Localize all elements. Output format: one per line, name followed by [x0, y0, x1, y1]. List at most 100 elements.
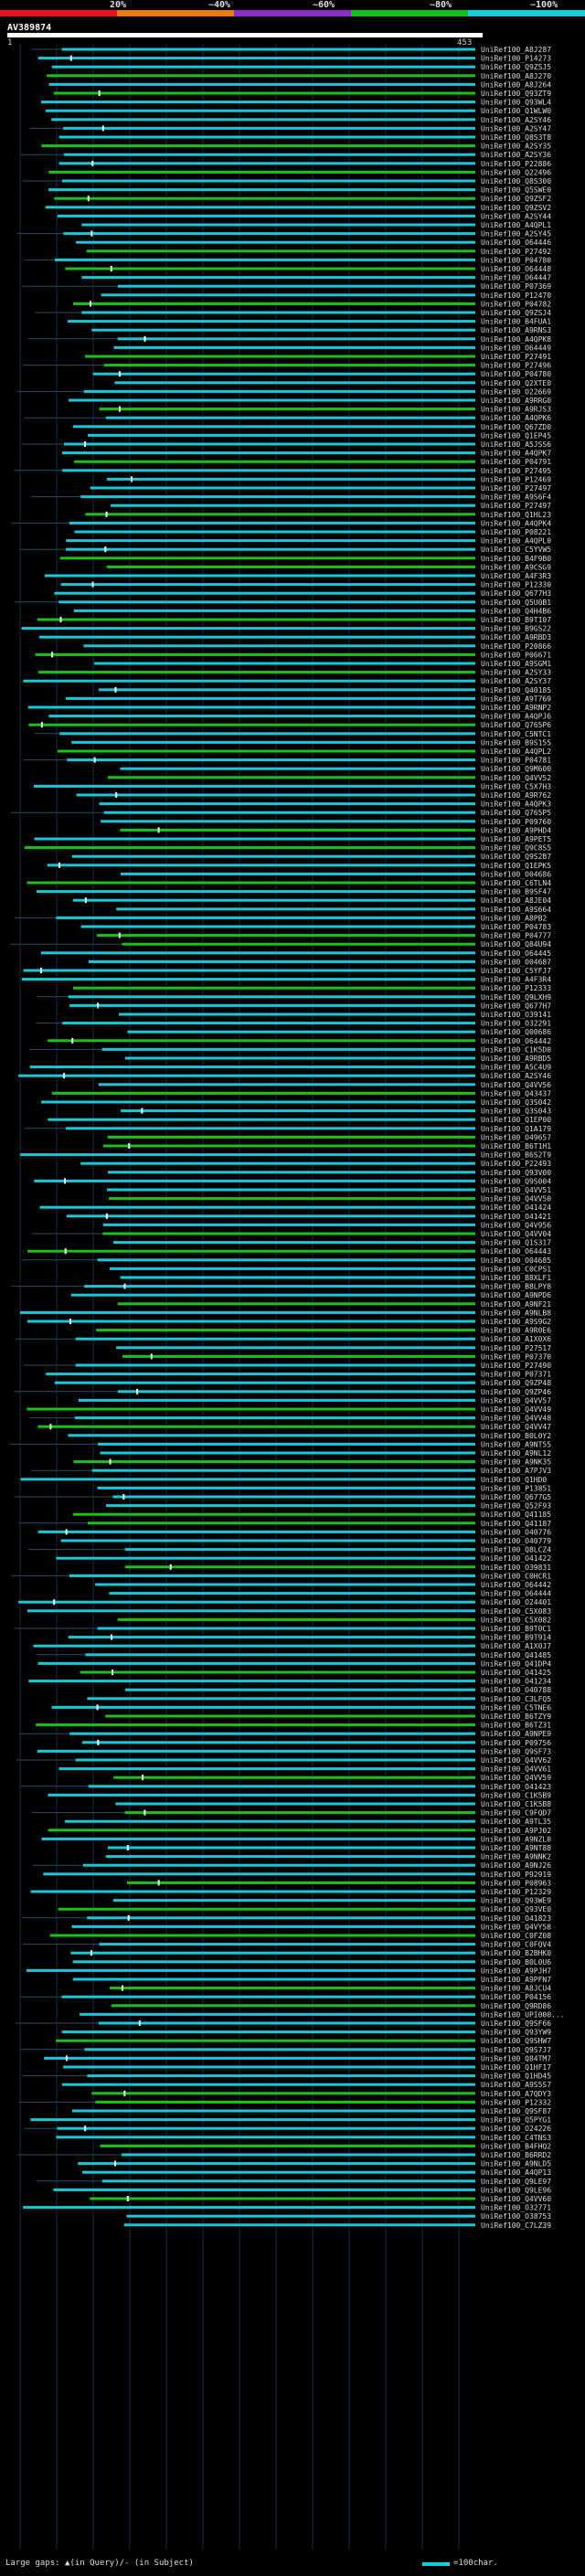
hit-label[interactable]: UniRef100_B9T914: [481, 1634, 551, 1642]
hit-bar[interactable]: [28, 723, 475, 726]
hit-bar[interactable]: [41, 1100, 476, 1104]
hit-label[interactable]: UniRef100_B8XLF1: [481, 1274, 551, 1282]
hit-label[interactable]: UniRef100_A4QPK8: [481, 335, 551, 344]
hit-bar[interactable]: [65, 267, 475, 270]
hit-label[interactable]: UniRef100_Q9S7J7: [481, 2046, 551, 2054]
hit-label[interactable]: UniRef100_A2SY33: [481, 669, 551, 677]
hit-label[interactable]: UniRef100_A2SY35: [481, 143, 551, 151]
hit-label[interactable]: UniRef100_Q9ZSJ5: [481, 63, 551, 71]
hit-bar[interactable]: [122, 2153, 475, 2157]
hit-bar[interactable]: [71, 854, 475, 858]
hit-bar[interactable]: [87, 1916, 475, 1920]
hit-bar[interactable]: [68, 1434, 475, 1437]
hit-bar[interactable]: [99, 688, 475, 692]
hit-bar[interactable]: [56, 2136, 476, 2139]
hit-label[interactable]: UniRef100_B9T0C1: [481, 1625, 551, 1633]
hit-bar[interactable]: [39, 1205, 476, 1209]
hit-bar[interactable]: [124, 1565, 475, 1569]
hit-label[interactable]: UniRef100_C0FZ08: [481, 1932, 551, 1940]
hit-bar[interactable]: [112, 1241, 475, 1245]
hit-bar[interactable]: [33, 1644, 476, 1648]
hit-label[interactable]: UniRef100_A9R0E6: [481, 1327, 551, 1335]
hit-bar[interactable]: [117, 337, 476, 341]
hit-label[interactable]: UniRef100_P27492: [481, 248, 551, 256]
hit-bar[interactable]: [108, 1197, 475, 1201]
hit-label[interactable]: UniRef100_Q765P6: [481, 721, 551, 729]
hit-label[interactable]: UniRef100_O39141: [481, 1011, 551, 1019]
hit-label[interactable]: UniRef100_Q9ZP48: [481, 1379, 551, 1387]
hit-label[interactable]: UniRef100_A9PJH7: [481, 1966, 551, 1975]
hit-label[interactable]: UniRef100_C1K5D0: [481, 1045, 551, 1054]
hit-bar[interactable]: [81, 311, 475, 314]
hit-bar[interactable]: [95, 2100, 475, 2104]
hit-label[interactable]: UniRef100_P27497: [481, 502, 551, 510]
hit-bar[interactable]: [30, 2118, 476, 2122]
hit-label[interactable]: UniRef100_A1X0J7: [481, 1642, 551, 1650]
hit-label[interactable]: UniRef100_A9NK35: [481, 1458, 551, 1467]
hit-label[interactable]: UniRef100_Q4VV59: [481, 1774, 551, 1782]
hit-label[interactable]: UniRef100_B9T107: [481, 616, 551, 624]
hit-label[interactable]: UniRef100_Q4V956: [481, 1221, 551, 1229]
hit-label[interactable]: UniRef100_B8LPY8: [481, 1283, 551, 1291]
hit-bar[interactable]: [109, 1592, 476, 1595]
hit-label[interactable]: UniRef100_Q4VV62: [481, 1756, 551, 1765]
hit-label[interactable]: UniRef100_A2SY45: [481, 230, 551, 239]
hit-label[interactable]: UniRef100_A2SY46: [481, 1072, 551, 1080]
hit-bar[interactable]: [80, 1670, 475, 1674]
hit-label[interactable]: UniRef100_Q84TM7: [481, 2054, 551, 2062]
hit-label[interactable]: UniRef100_C5TNE6: [481, 1703, 551, 1712]
hit-label[interactable]: UniRef100_Q5U0B1: [481, 599, 551, 607]
hit-label[interactable]: UniRef100_Q4VV04: [481, 1230, 551, 1238]
hit-bar[interactable]: [117, 1617, 475, 1621]
hit-bar[interactable]: [27, 881, 476, 885]
hit-label[interactable]: UniRef100_Q52F93: [481, 1502, 551, 1511]
hit-label[interactable]: UniRef100_O41423: [481, 1783, 551, 1791]
hit-label[interactable]: UniRef100_Q4VV61: [481, 1765, 551, 1774]
hit-label[interactable]: UniRef100_Q22496: [481, 168, 551, 176]
hit-label[interactable]: UniRef100_Q67ZD0: [481, 423, 551, 431]
hit-label[interactable]: UniRef100_P04791: [481, 458, 551, 466]
hit-bar[interactable]: [68, 320, 476, 323]
hit-bar[interactable]: [20, 1153, 476, 1157]
hit-label[interactable]: UniRef100_A4QPK6: [481, 414, 551, 422]
hit-bar[interactable]: [90, 2197, 476, 2200]
hit-label[interactable]: UniRef100_A8JCU4: [481, 1985, 551, 1993]
hit-label[interactable]: UniRef100_C5X083: [481, 1607, 551, 1616]
hit-label[interactable]: UniRef100_C5NTC1: [481, 730, 551, 738]
hit-bar[interactable]: [76, 240, 476, 244]
hit-bar[interactable]: [80, 925, 475, 928]
hit-label[interactable]: UniRef100_A9NLB8: [481, 1309, 551, 1317]
hit-bar[interactable]: [106, 477, 475, 481]
hit-label[interactable]: UniRef100_A9RBD5: [481, 1055, 551, 1063]
hit-label[interactable]: UniRef100_O64446: [481, 239, 551, 247]
hit-bar[interactable]: [34, 1179, 475, 1182]
hit-label[interactable]: UniRef100_O41424: [481, 1203, 551, 1212]
hit-label[interactable]: UniRef100_A8JE04: [481, 896, 551, 905]
hit-label[interactable]: UniRef100_P09760: [481, 818, 551, 826]
hit-label[interactable]: UniRef100_Q93ZT9: [481, 90, 551, 98]
hit-bar[interactable]: [107, 1846, 475, 1850]
hit-label[interactable]: UniRef100_B9GS22: [481, 625, 551, 633]
hit-bar[interactable]: [78, 2162, 476, 2166]
hit-bar[interactable]: [23, 2206, 475, 2210]
hit-bar[interactable]: [71, 740, 475, 744]
hit-bar[interactable]: [40, 951, 475, 955]
hit-label[interactable]: UniRef100_A9CSG9: [481, 563, 551, 571]
hit-bar[interactable]: [18, 1600, 475, 1604]
hit-label[interactable]: UniRef100_P09756: [481, 1739, 551, 1747]
hit-bar[interactable]: [58, 162, 475, 165]
hit-bar[interactable]: [71, 1924, 475, 1928]
hit-bar[interactable]: [58, 135, 476, 139]
hit-label[interactable]: UniRef100_Q4VV51: [481, 1186, 551, 1194]
hit-label[interactable]: UniRef100_P14273: [481, 55, 551, 63]
hit-label[interactable]: UniRef100_P27517: [481, 1344, 551, 1352]
hit-label[interactable]: UniRef100_O40788: [481, 1686, 551, 1694]
hit-label[interactable]: UniRef100_Q9ZSV2: [481, 204, 551, 212]
hit-label[interactable]: UniRef100_C0HCR1: [481, 1572, 551, 1580]
hit-bar[interactable]: [65, 696, 475, 700]
hit-label[interactable]: UniRef100_A1X0X6: [481, 1335, 551, 1343]
hit-label[interactable]: UniRef100_C5YFJ7: [481, 967, 551, 975]
hit-label[interactable]: UniRef100_B6TZ31: [481, 1722, 551, 1730]
hit-label[interactable]: UniRef100_P22886: [481, 160, 551, 168]
hit-bar[interactable]: [24, 846, 475, 850]
